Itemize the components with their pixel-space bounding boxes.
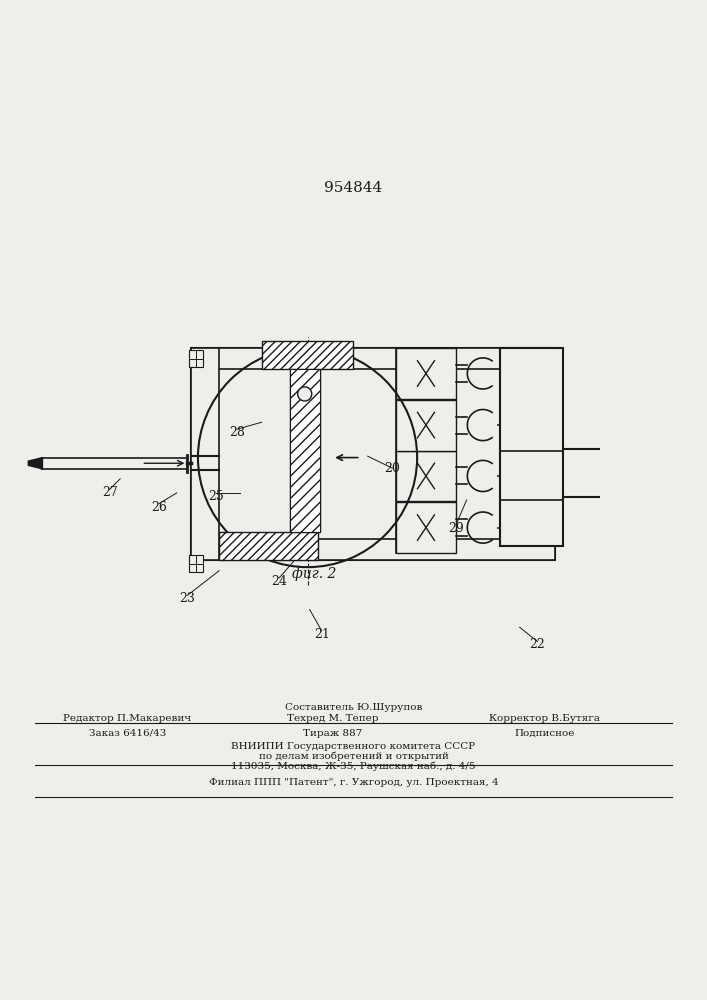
Bar (189, 555, 203, 572)
Text: ВНИИПИ Государственного комитета СССР: ВНИИПИ Государственного комитета СССР (231, 742, 476, 751)
Bar (396, 348, 456, 399)
Text: 23: 23 (180, 592, 195, 605)
Text: 22: 22 (530, 638, 545, 651)
Bar (189, 350, 203, 367)
Text: Составитель Ю.Шурупов: Составитель Ю.Шурупов (285, 703, 422, 712)
Text: 25: 25 (208, 490, 223, 503)
Text: Подписное: Подписное (514, 729, 575, 738)
Text: 28: 28 (229, 426, 245, 439)
Bar (219, 532, 318, 560)
Text: 24: 24 (271, 575, 287, 588)
Bar (396, 451, 456, 501)
Text: 954844: 954844 (325, 181, 382, 195)
Bar (290, 369, 320, 532)
Bar (191, 348, 555, 560)
Text: 20: 20 (385, 462, 400, 475)
Text: фиг. 2: фиг. 2 (293, 566, 337, 581)
Text: Корректор В.Бутяга: Корректор В.Бутяга (489, 714, 600, 723)
Text: 29: 29 (448, 522, 464, 535)
Bar (396, 348, 456, 553)
Bar (290, 369, 320, 532)
Bar (396, 502, 456, 553)
Text: Филиал ППП "Патент", г. Ужгород, ул. Проектная, 4: Филиал ППП "Патент", г. Ужгород, ул. Про… (209, 778, 498, 787)
Text: Заказ 6416/43: Заказ 6416/43 (88, 729, 166, 738)
Text: Редактор П.Макаревич: Редактор П.Макаревич (63, 714, 192, 723)
Text: Тираж 887: Тираж 887 (303, 729, 362, 738)
Bar (191, 348, 219, 560)
Polygon shape (28, 458, 42, 469)
Text: 27: 27 (102, 486, 117, 499)
Bar (500, 348, 563, 546)
Text: по делам изобретений и открытий: по делам изобретений и открытий (259, 751, 448, 761)
Bar (396, 400, 456, 451)
Text: 21: 21 (314, 628, 329, 641)
Bar (262, 341, 354, 369)
Text: 26: 26 (151, 501, 167, 514)
Text: Техред М. Тепер: Техред М. Тепер (286, 714, 378, 723)
Bar (191, 348, 555, 369)
Bar (191, 539, 555, 560)
Circle shape (298, 387, 312, 401)
Text: 113035, Москва, Ж-35, Раушская наб., д. 4/5: 113035, Москва, Ж-35, Раушская наб., д. … (231, 761, 476, 771)
